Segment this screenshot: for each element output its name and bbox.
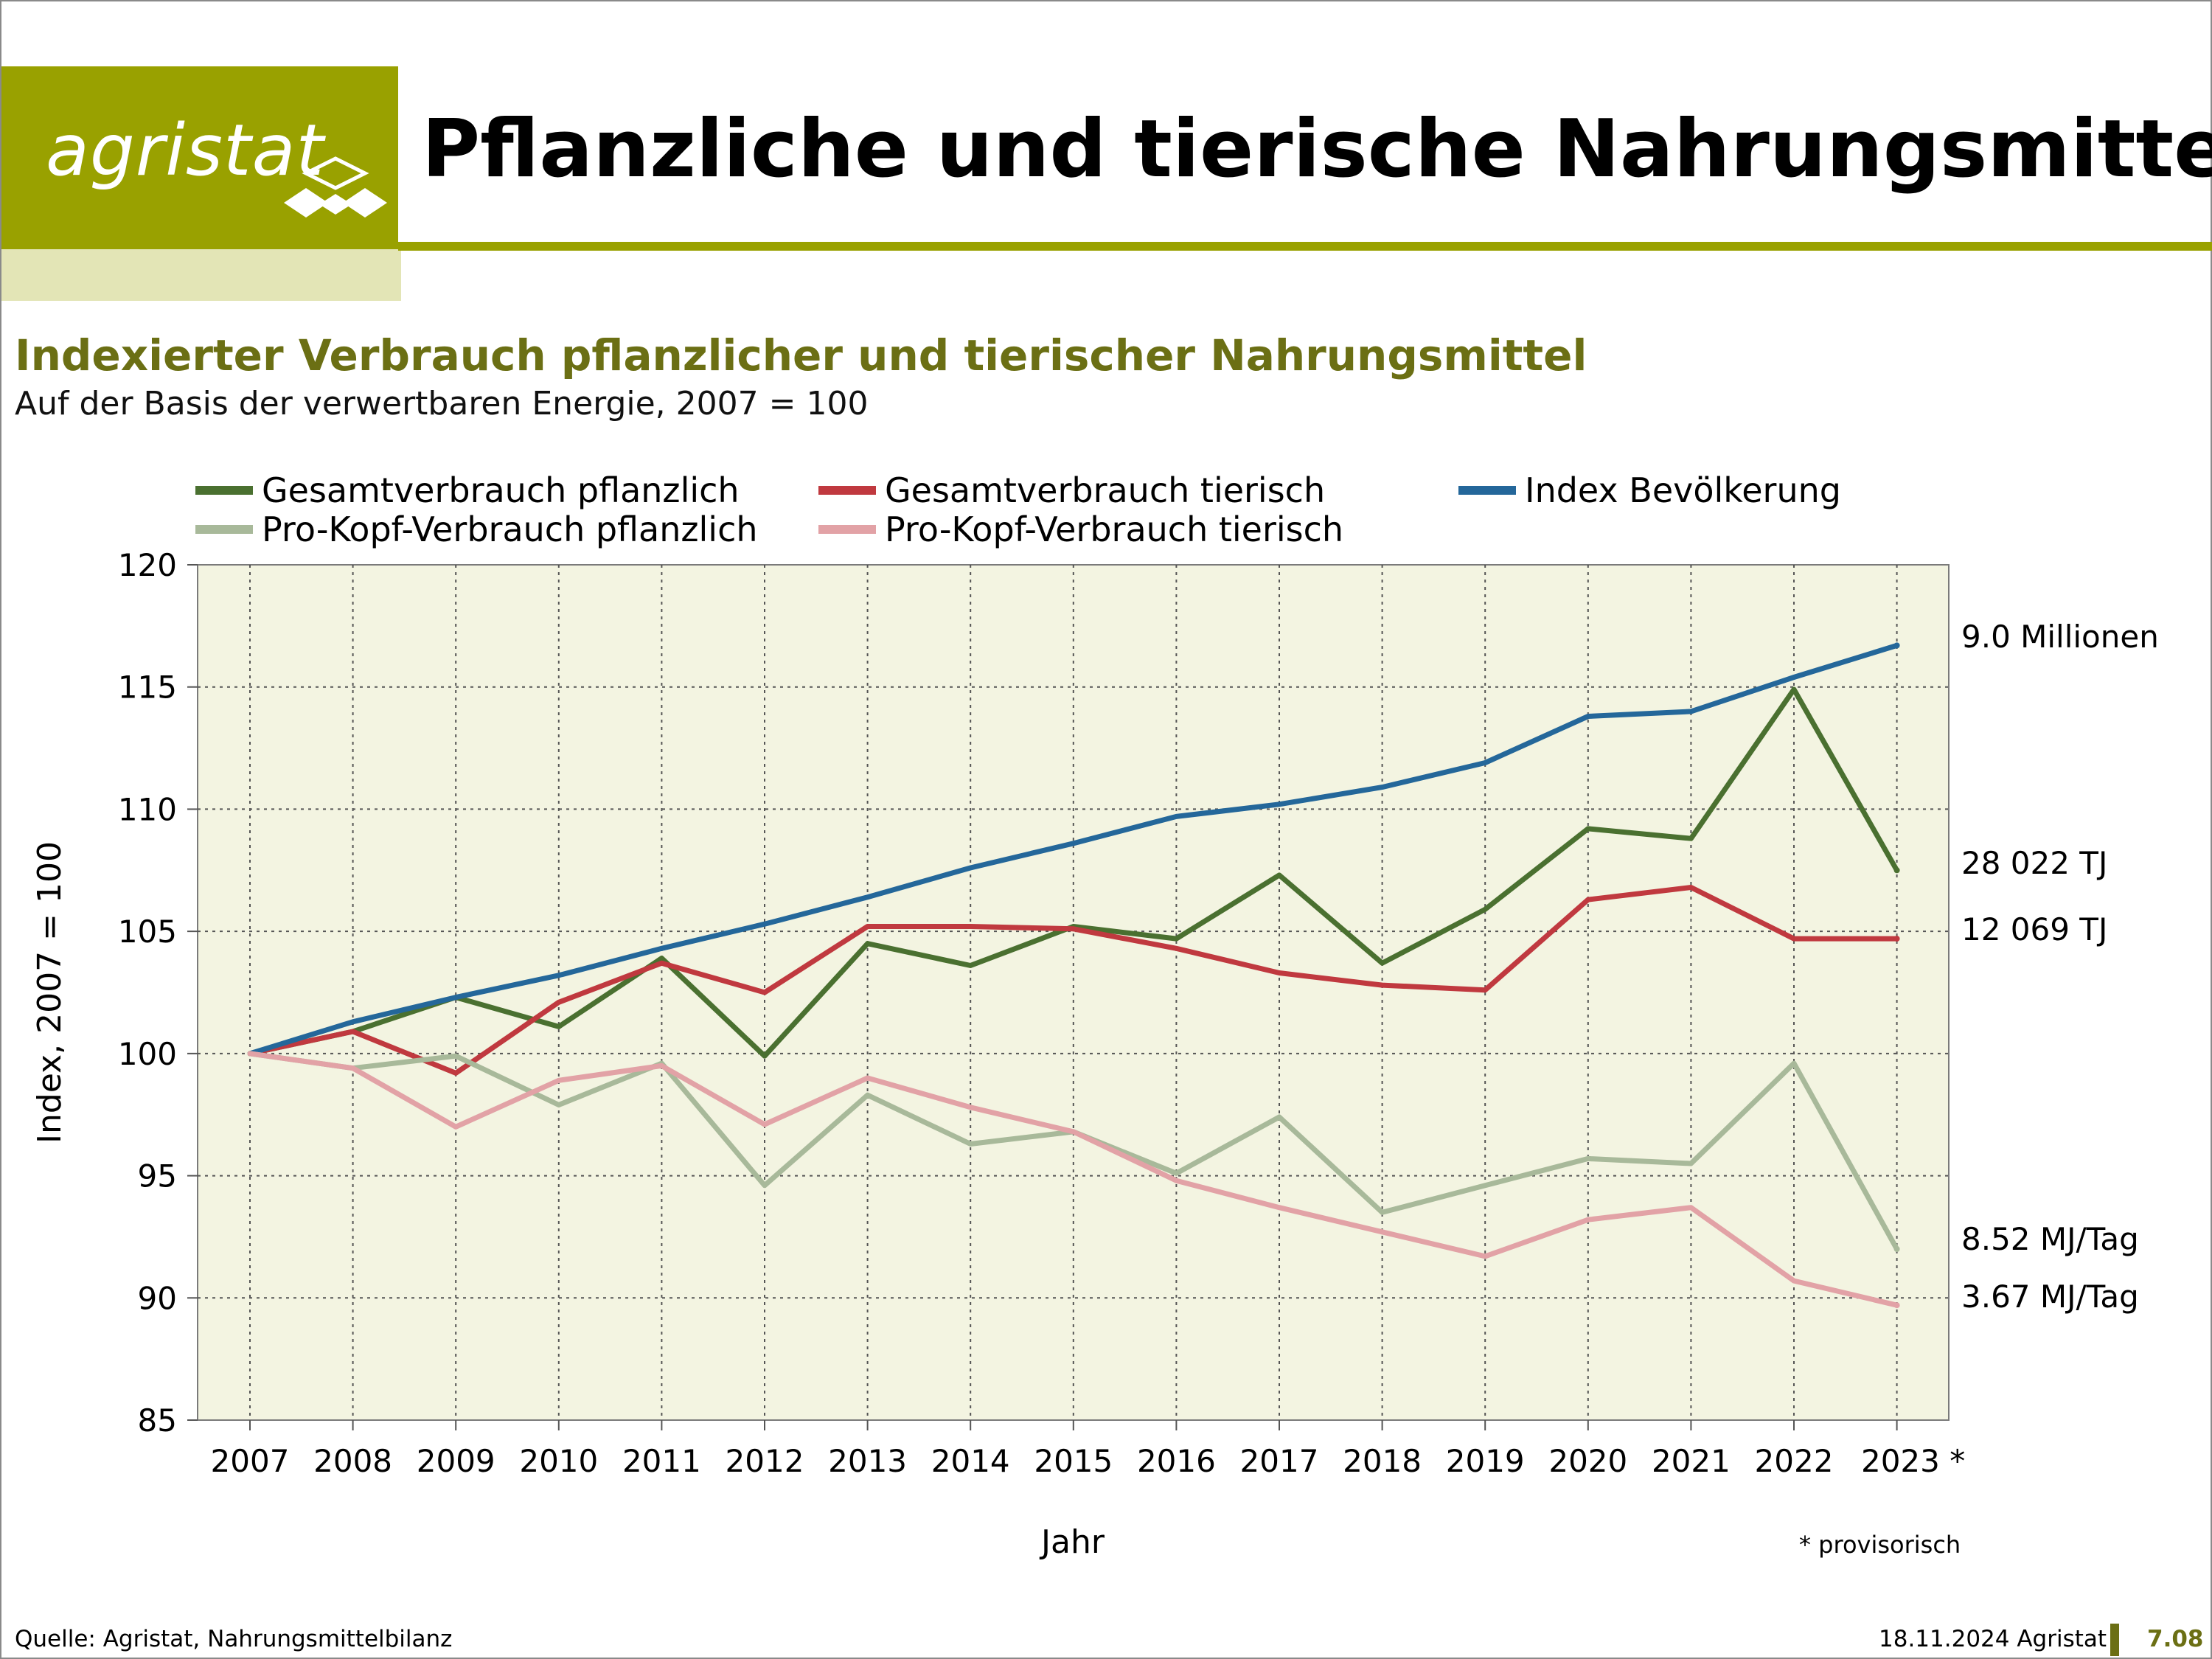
series-end-point (1893, 867, 1900, 874)
x-tick-label: 2017 (1240, 1443, 1319, 1479)
x-tick-label: 2014 (931, 1443, 1010, 1479)
page-title: Pflanzliche und tierische Nahrungsmittel (422, 103, 2212, 195)
end-labels: 28 022 TJ 12 069 TJ 9.0 Millionen 8.52 MJ/T… (1961, 619, 2159, 1315)
series-line (247, 642, 1900, 1057)
series-line (247, 885, 1900, 1076)
x-tick-label: 2021 (1652, 1443, 1731, 1479)
chart-subtitle: Auf der Basis der verwertbaren Energie, … (15, 385, 869, 422)
legend-swatch (195, 525, 253, 534)
y-axis-ticks: 85 90 95 100 105 110 115 120 (118, 547, 198, 1439)
y-tick-label: 100 (118, 1036, 177, 1072)
provisional-note: * provisorisch (1799, 1531, 1961, 1559)
legend-swatch (818, 486, 876, 495)
series-end-point (1893, 1246, 1900, 1252)
y-tick-label: 120 (118, 547, 177, 583)
legend-label: Index Bevölkerung (1525, 470, 1841, 510)
series-end-label: 28 022 TJ (1961, 845, 2107, 881)
chart-title: Indexierter Verbrauch pflanzlicher und t… (15, 330, 1587, 380)
legend-item-prokopf-tierisch: Pro-Kopf-Verbrauch tierisch (818, 509, 1344, 549)
series-end-label: 3.67 MJ/Tag (1961, 1279, 2139, 1315)
legend-item-prokopf-pflanzlich: Pro-Kopf-Verbrauch pflanzlich (195, 509, 758, 549)
legend-label: Pro-Kopf-Verbrauch pflanzlich (262, 509, 758, 549)
footer-date: 18.11.2024 Agristat (1879, 1626, 2107, 1652)
legend-item-bevoelkerung: Index Bevölkerung (1458, 470, 1841, 510)
legend-label: Gesamtverbrauch tierisch (885, 470, 1326, 510)
x-tick-label: 2007 (211, 1443, 290, 1479)
legend-label: Pro-Kopf-Verbrauch tierisch (885, 509, 1344, 549)
y-tick-label: 95 (138, 1158, 177, 1194)
x-tick-label: 2015 (1034, 1443, 1113, 1479)
logo-text: agristat (46, 109, 325, 192)
y-tick-label: 105 (118, 914, 177, 950)
y-tick-label: 85 (138, 1402, 177, 1439)
footer-divider (2110, 1624, 2119, 1656)
legend-item-gesamt-pflanzlich: Gesamtverbrauch pflanzlich (195, 470, 740, 510)
agristat-logo-icon (284, 156, 387, 218)
x-tick-label: 2013 (828, 1443, 907, 1479)
series-end-label: 12 069 TJ (1961, 911, 2107, 947)
legend-item-gesamt-tierisch: Gesamtverbrauch tierisch (818, 470, 1326, 510)
x-tick-label: 2023 * (1861, 1443, 1965, 1479)
y-tick-label: 115 (118, 669, 177, 706)
x-axis-label: Jahr (1039, 1523, 1105, 1561)
y-axis-label: Index, 2007 = 100 (31, 841, 69, 1144)
x-tick-label: 2020 (1548, 1443, 1627, 1479)
series-end-label: 9.0 Millionen (1961, 619, 2159, 655)
logo-banner (1, 66, 398, 249)
page-number: 7.08 (2147, 1626, 2204, 1652)
x-tick-label: 2011 (622, 1443, 701, 1479)
x-tick-label: 2016 (1137, 1443, 1216, 1479)
series-lines (247, 642, 1900, 1309)
x-tick-label: 2010 (519, 1443, 598, 1479)
x-tick-label: 2012 (726, 1443, 804, 1479)
footer-source: Quelle: Agristat, Nahrungsmittelbilanz (15, 1626, 453, 1652)
logo-banner-light (1, 249, 401, 301)
series-line (247, 1051, 1900, 1308)
series-end-point (1893, 1302, 1900, 1309)
series-end-point (1893, 936, 1900, 942)
y-tick-label: 90 (138, 1280, 177, 1316)
x-tick-label: 2008 (313, 1443, 392, 1479)
legend-label: Gesamtverbrauch pflanzlich (262, 470, 740, 510)
x-tick-label: 2018 (1343, 1443, 1422, 1479)
title-underline (398, 242, 2212, 251)
x-tick-label: 2009 (417, 1443, 495, 1479)
legend-swatch (1458, 486, 1516, 495)
legend-swatch (818, 525, 876, 534)
x-tick-label: 2019 (1446, 1443, 1525, 1479)
x-tick-label: 2022 (1755, 1443, 1834, 1479)
y-tick-label: 110 (118, 791, 177, 827)
legend-swatch (195, 486, 253, 495)
series-end-point (1893, 642, 1900, 649)
x-axis-ticks: 2007 2008 2009 2010 2011 2012 2013 2014 2015 2016… (211, 1420, 1965, 1479)
series-end-label: 8.52 MJ/Tag (1961, 1221, 2139, 1257)
